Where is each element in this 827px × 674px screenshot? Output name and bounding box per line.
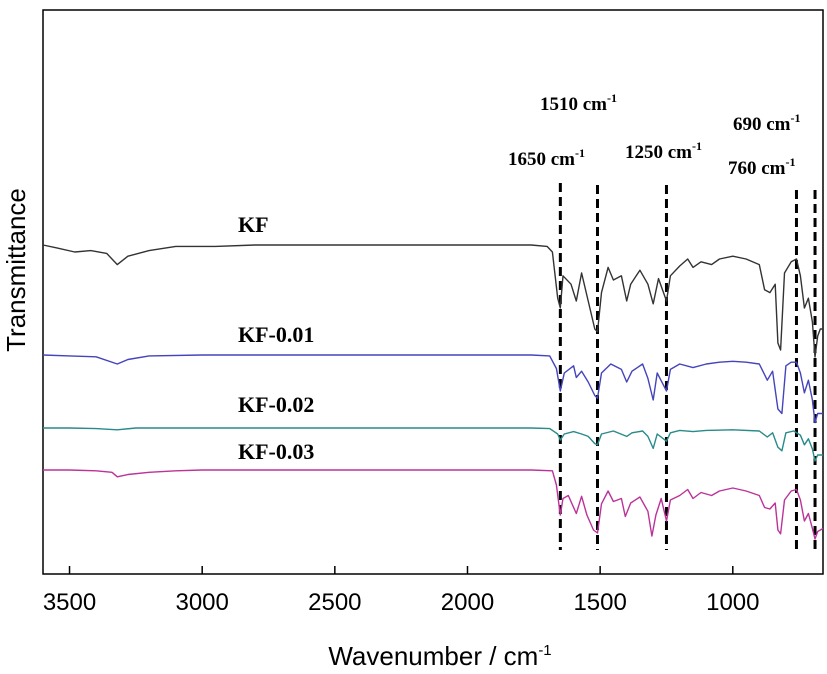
annotation-label: 760 cm-1	[728, 155, 796, 179]
annotation-label: 690 cm-1	[733, 111, 801, 135]
annotation-label: 1250 cm-1	[625, 139, 702, 163]
x-tick-label: 1500	[573, 589, 626, 616]
series-line-kf-0.01	[42, 354, 823, 424]
series-label: KF-0.01	[238, 322, 314, 347]
series-label: KF-0.03	[238, 439, 314, 464]
series-line-kf	[42, 244, 823, 358]
spectra	[42, 244, 824, 540]
annotation-label: 1650 cm-1	[508, 146, 585, 170]
plot-frame	[42, 9, 824, 575]
x-tick-label: 2500	[308, 589, 361, 616]
series-line-kf-0.02	[43, 427, 823, 462]
x-tick-label: 3500	[43, 589, 96, 616]
x-axis-title: Wavenumber / cm-1	[328, 641, 551, 671]
x-axis-ticks	[68, 566, 734, 574]
x-tick-label: 2000	[441, 589, 494, 616]
x-axis-tick-labels: 3500 3000 2500 2000 1500 1000	[43, 589, 760, 616]
x-tick-label: 3000	[175, 589, 228, 616]
annotation-labels: 1650 cm-1 1510 cm-1 1250 cm-1 760 cm-1 690 c…	[508, 91, 801, 179]
series-line-kf-0.03	[43, 469, 824, 540]
x-tick-label: 1000	[706, 589, 759, 616]
y-axis-title: Transmittance	[1, 188, 31, 352]
x-axis-title-superscript: -1	[538, 642, 551, 659]
series-labels: KF KF-0.01 KF-0.02 KF-0.03	[238, 212, 314, 464]
series-label: KF-0.02	[238, 392, 314, 417]
series-label: KF	[238, 212, 269, 237]
annotation-label: 1510 cm-1	[540, 91, 617, 115]
